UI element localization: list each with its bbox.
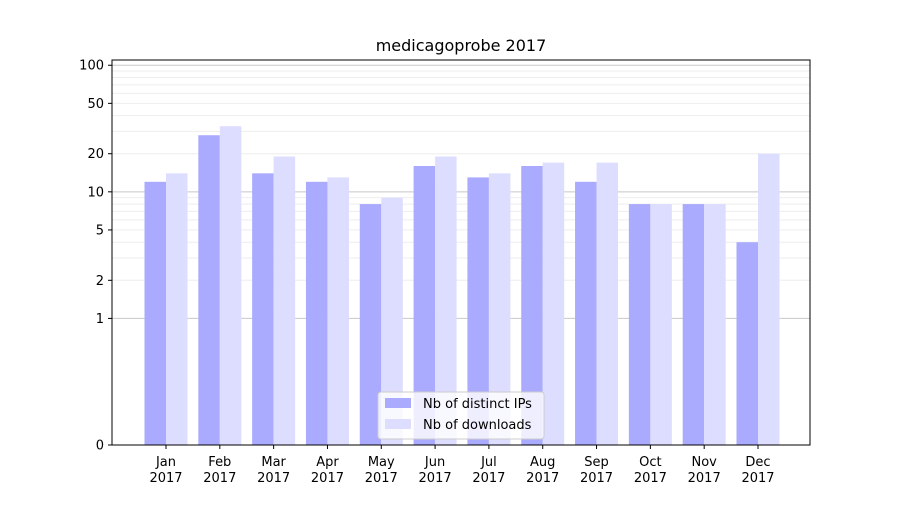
bar-distinct-ips <box>736 242 758 445</box>
x-tick-label-year: 2017 <box>311 471 344 486</box>
x-tick-label-year: 2017 <box>365 471 398 486</box>
y-axis: 0 1 2 5 10 20 50 100 <box>79 59 112 454</box>
bar-downloads <box>542 162 565 445</box>
bar-distinct-ips <box>575 181 597 445</box>
plot-frame <box>111 59 811 446</box>
x-tick-label-month: Jan <box>155 455 176 470</box>
x-axis: Jan2017Feb2017Mar2017Apr2017May2017Jun20… <box>149 445 775 486</box>
bar-distinct-ips <box>467 177 489 446</box>
x-tick-label-year: 2017 <box>741 471 774 486</box>
legend: Nb of distinct IPs Nb of downloads <box>377 391 545 440</box>
bars <box>144 126 780 446</box>
x-tick-label-month: Feb <box>208 455 231 470</box>
x-tick-label-year: 2017 <box>257 471 290 486</box>
x-tick-label-year: 2017 <box>472 471 505 486</box>
y-tick-label: 10 <box>87 185 104 200</box>
x-tick-label-month: Oct <box>639 455 661 470</box>
y-tick-label: 5 <box>96 223 104 238</box>
bar-downloads <box>596 162 619 445</box>
bar-downloads <box>273 156 296 446</box>
bar-distinct-ips <box>628 204 651 445</box>
x-tick-label-year: 2017 <box>526 471 559 486</box>
x-tick-label-month: May <box>368 455 395 470</box>
y-tick-label: 2 <box>96 274 104 289</box>
bar-downloads <box>166 173 188 445</box>
x-tick-label-month: Sep <box>584 455 609 470</box>
bar-distinct-ips <box>305 181 328 445</box>
legend-swatch-downloads <box>385 419 411 429</box>
x-tick-label-year: 2017 <box>203 471 236 486</box>
legend-swatch-ips <box>385 398 411 408</box>
x-tick-label-year: 2017 <box>634 471 667 486</box>
x-tick-label-month: Aug <box>530 455 555 470</box>
bar-distinct-ips <box>413 165 436 446</box>
x-tick-label-year: 2017 <box>688 471 721 486</box>
x-tick-label-month: Apr <box>316 455 339 470</box>
bar-distinct-ips <box>359 204 382 445</box>
legend-label-downloads: Nb of downloads <box>423 418 532 433</box>
legend-label-ips: Nb of distinct IPs <box>423 397 532 412</box>
x-tick-label-year: 2017 <box>580 471 613 486</box>
x-tick-label-month: Jun <box>424 455 445 470</box>
bar-downloads <box>488 173 511 445</box>
y-tick-label: 100 <box>79 59 104 74</box>
y-tick-label: 20 <box>87 147 104 162</box>
x-tick-label-month: Nov <box>691 455 717 470</box>
bar-downloads <box>650 204 672 445</box>
x-tick-label-month: Jul <box>480 455 497 470</box>
y-tick-label: 0 <box>96 439 104 454</box>
bar-downloads <box>219 126 242 446</box>
x-tick-label-year: 2017 <box>149 471 182 486</box>
bar-distinct-ips <box>682 204 705 445</box>
bar-downloads <box>327 177 349 446</box>
chart-title: medicagoprobe 2017 <box>376 36 547 55</box>
bar-distinct-ips <box>198 135 220 445</box>
bar-downloads <box>704 204 726 445</box>
bar-distinct-ips <box>521 165 543 446</box>
bar-downloads <box>435 156 457 446</box>
x-tick-label-month: Mar <box>261 455 286 470</box>
bar-distinct-ips <box>252 173 274 445</box>
bar-downloads <box>758 153 780 446</box>
x-tick-label-year: 2017 <box>419 471 452 486</box>
y-tick-label: 50 <box>87 97 104 112</box>
bar-distinct-ips <box>144 181 166 445</box>
x-tick-label-month: Dec <box>745 455 770 470</box>
legend-frame <box>377 391 545 440</box>
y-tick-label: 1 <box>96 312 104 327</box>
bar-downloads <box>381 197 403 445</box>
